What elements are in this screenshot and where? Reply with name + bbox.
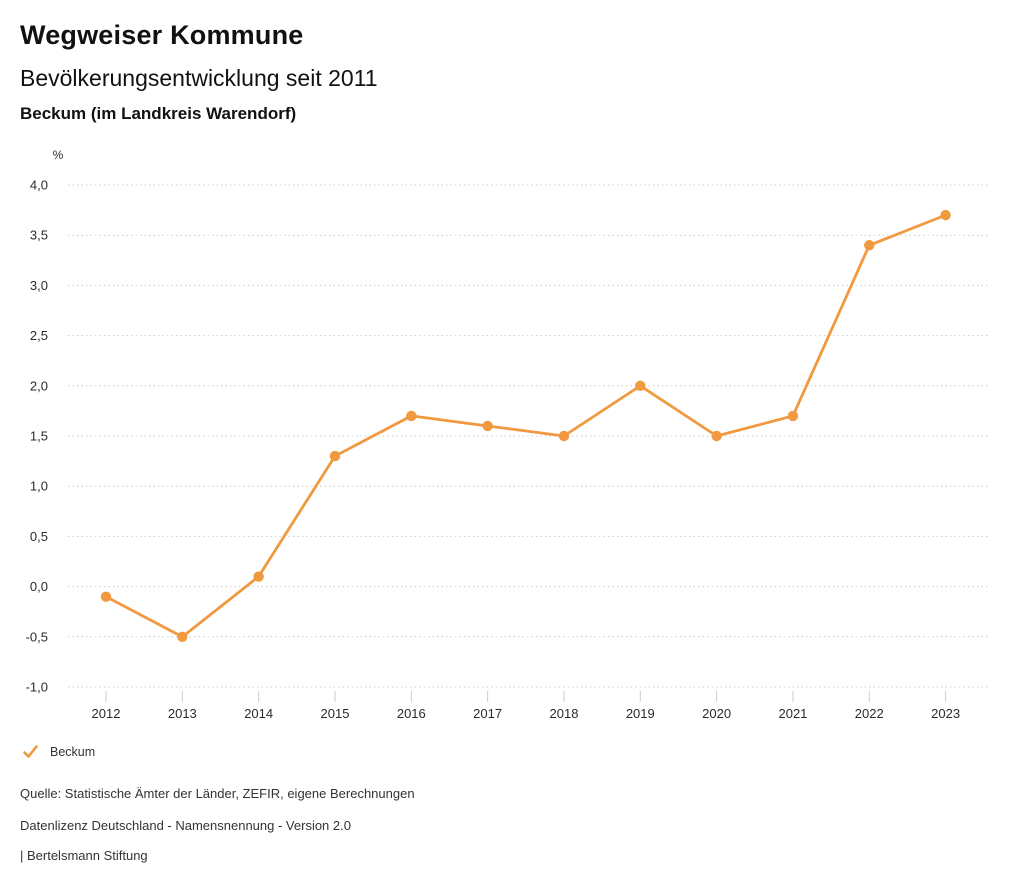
data-point[interactable] <box>253 571 264 582</box>
x-tick-label: 2016 <box>397 706 426 721</box>
legend-item-label: Beckum <box>50 744 96 759</box>
x-tick-label: 2021 <box>778 706 807 721</box>
data-point[interactable] <box>864 240 875 251</box>
y-tick-label: 2,0 <box>30 378 48 393</box>
page-title: Wegweiser Kommune <box>20 20 304 50</box>
y-tick-label: 0,0 <box>30 579 48 594</box>
data-point[interactable] <box>329 450 341 462</box>
data-point[interactable] <box>635 380 646 391</box>
data-point[interactable] <box>558 430 570 442</box>
x-tick-label: 2015 <box>321 706 350 721</box>
y-tick-label: 4,0 <box>30 178 48 193</box>
data-point[interactable] <box>406 410 417 422</box>
legend: Beckum <box>22 744 95 759</box>
data-point[interactable] <box>787 410 799 422</box>
x-tick-label: 2014 <box>244 706 273 721</box>
data-point[interactable] <box>100 591 112 602</box>
x-tick-label: 2023 <box>931 706 960 721</box>
data-point[interactable] <box>711 430 722 442</box>
y-tick-label: 1,0 <box>30 479 48 494</box>
publisher-note: | Bertelsmann Stiftung <box>20 848 148 863</box>
chart-title: Bevölkerungsentwicklung seit 2011 <box>20 65 378 91</box>
population-line-chart: % 4,0 3,5 3,0 2,5 2,0 1,5 1,0 0,5 0,0 -0,5 -1,0 2012… <box>26 148 990 721</box>
y-tick-label: 1,5 <box>30 429 48 444</box>
data-point[interactable] <box>482 420 493 432</box>
x-tick-label: 2022 <box>855 706 884 721</box>
chart-location-subtitle: Beckum (im Landkreis Warendorf) <box>20 104 297 123</box>
x-tick-label: 2013 <box>168 706 197 721</box>
x-tick-label: 2019 <box>626 706 655 721</box>
data-point[interactable] <box>940 209 951 221</box>
y-tick-label: 3,5 <box>30 228 48 243</box>
y-tick-label: 2,5 <box>30 328 48 343</box>
legend-item-beckum[interactable]: Beckum <box>22 744 95 759</box>
license-note: Datenlizenz Deutschland - Namensnennung … <box>20 818 351 833</box>
source-note: Quelle: Statistische Ämter der Länder, Z… <box>20 786 415 801</box>
x-tick-label: 2012 <box>92 706 121 721</box>
x-tick-label: 2017 <box>473 706 502 721</box>
x-tick-label: 2018 <box>550 706 579 721</box>
y-tick-label: 0,5 <box>30 529 48 544</box>
x-tick-label: 2020 <box>702 706 731 721</box>
y-tick-label: 3,0 <box>30 278 48 293</box>
y-tick-label: -1,0 <box>26 680 48 695</box>
check-icon <box>23 745 38 758</box>
y-axis-unit-label: % <box>53 148 64 162</box>
y-tick-label: -0,5 <box>26 629 48 644</box>
data-point[interactable] <box>177 631 188 642</box>
series-line <box>104 213 947 639</box>
